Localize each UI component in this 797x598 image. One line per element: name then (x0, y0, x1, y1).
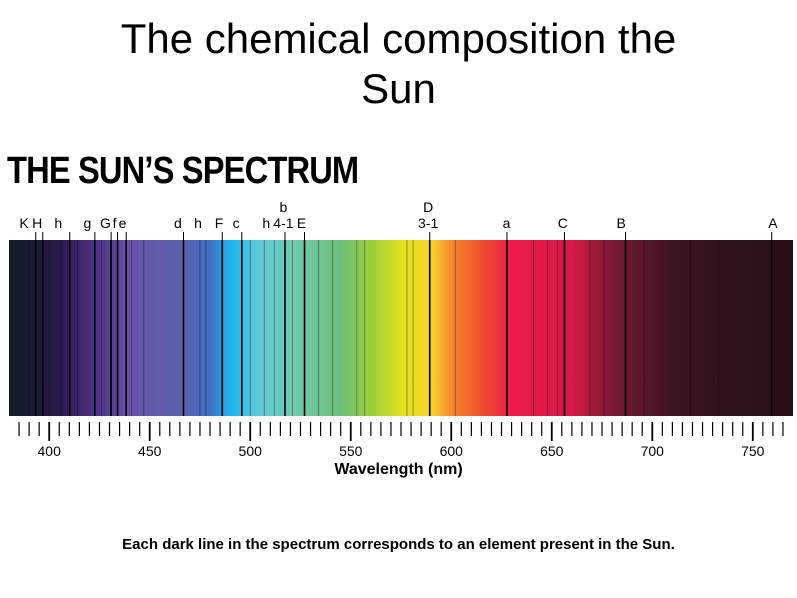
line-label: h (194, 215, 202, 231)
slide-title: The chemical composition the Sun (0, 14, 797, 114)
line-label: C (558, 215, 568, 231)
slide-title-line1: The chemical composition the (120, 15, 677, 62)
caption: Each dark line in the spectrum correspon… (122, 536, 675, 553)
line-label: E (297, 215, 306, 231)
line-label: F (215, 215, 224, 231)
line-label: B (616, 215, 625, 231)
line-label: 3-1 (418, 215, 438, 231)
axis-title: Wavelength (nm) (334, 461, 463, 478)
line-label: 4-1 (273, 215, 293, 231)
spectrum-heading: THE SUN’S SPECTRUM (7, 150, 359, 192)
line-label: d (174, 215, 182, 231)
line-label: H (32, 215, 42, 231)
tick-label: 550 (339, 443, 363, 459)
tick-label: 450 (138, 443, 162, 459)
line-label: A (768, 215, 778, 231)
slide-title-line2: Sun (361, 65, 436, 112)
line-label: c (233, 215, 240, 231)
line-label-ticks (35, 232, 773, 240)
tick-label: 500 (239, 443, 263, 459)
wavelength-axis: 400 450 500 550 600 650 700 750 (18, 422, 784, 459)
tick-label: 400 (38, 443, 62, 459)
tick-label: 600 (440, 443, 464, 459)
line-label: D (423, 199, 433, 215)
line-label: b (280, 199, 288, 215)
line-label: h (262, 215, 270, 231)
line-label: a (503, 215, 511, 231)
spectrum-band (9, 240, 793, 416)
absorption-lines (28, 240, 773, 416)
line-label: f (113, 215, 117, 231)
line-label: e (119, 215, 127, 231)
tick-label: 650 (540, 443, 564, 459)
tick-label: 750 (741, 443, 765, 459)
line-label: g (84, 215, 92, 231)
line-label: K (19, 215, 29, 231)
line-label: G (100, 215, 111, 231)
line-label: h (54, 215, 62, 231)
tick-label: 700 (641, 443, 665, 459)
